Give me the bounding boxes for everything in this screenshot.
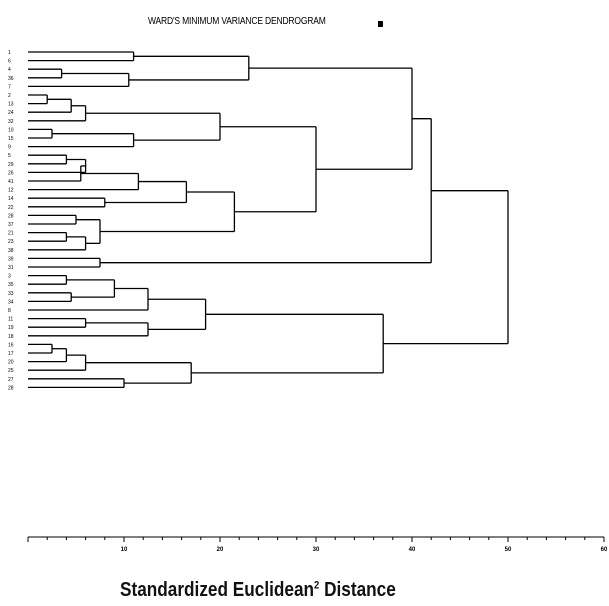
leaf-label: 4: [8, 67, 11, 73]
leaf-label: 2: [8, 93, 11, 99]
leaf-label: 38: [8, 248, 14, 254]
leaf-label: 28: [8, 385, 14, 391]
leaf-label: 17: [8, 351, 14, 357]
leaf-label: 11: [8, 317, 13, 323]
x-tick-label: 10: [121, 547, 128, 553]
leaf-label: 14: [8, 196, 14, 202]
leaf-label: 33: [8, 291, 14, 297]
leaf-label: 10: [8, 127, 14, 133]
leaf-label: 29: [8, 162, 14, 168]
x-axis-title-superscript: 2: [314, 579, 320, 592]
leaf-label: 21: [8, 231, 14, 237]
leaf-label: 28: [8, 213, 14, 219]
leaf-label: 23: [8, 239, 14, 245]
leaf-label: 35: [8, 282, 14, 288]
x-axis-title-tail: Distance: [319, 579, 396, 601]
leaf-label: 39: [8, 256, 14, 262]
leaf-label: 19: [8, 325, 14, 331]
leaf-label: 8: [8, 308, 11, 314]
leaf-label: 32: [8, 119, 14, 125]
leaf-label: 1: [8, 50, 11, 56]
leaf-label: 15: [8, 136, 14, 142]
x-axis-title-main: Standardized Euclidean: [120, 579, 315, 601]
leaf-label: 36: [8, 76, 14, 82]
leaf-label: 27: [8, 377, 14, 383]
leaf-label: 16: [8, 342, 14, 348]
leaf-label: 7: [8, 84, 11, 90]
chart-title: WARD'S MINIMUM VARIANCE DENDROGRAM: [148, 16, 326, 27]
title-marker: [378, 21, 383, 27]
leaf-label: 22: [8, 205, 14, 211]
leaf-label: 34: [8, 299, 14, 305]
leaf-label: 41: [8, 179, 14, 185]
x-tick-label: 20: [217, 547, 224, 553]
leaf-label: 24: [8, 110, 14, 116]
x-tick-label: 30: [313, 547, 320, 553]
leaf-label: 12: [8, 188, 14, 194]
x-tick-label: 40: [409, 547, 416, 553]
x-tick-label: 60: [601, 547, 608, 553]
leaf-label: 13: [8, 102, 14, 108]
leaf-label: 6: [8, 59, 11, 65]
leaf-label: 5: [8, 153, 11, 159]
leaf-label: 9: [8, 145, 11, 151]
leaf-label: 31: [8, 265, 14, 271]
x-axis-title: Standardized Euclidean2 Distance: [120, 579, 396, 602]
leaf-label: 25: [8, 368, 14, 374]
leaf-label: 20: [8, 360, 14, 366]
leaf-label: 3: [8, 274, 11, 280]
x-tick-label: 50: [505, 547, 512, 553]
leaf-label: 37: [8, 222, 14, 228]
leaf-label: 18: [8, 334, 14, 340]
leaf-label: 26: [8, 170, 14, 176]
